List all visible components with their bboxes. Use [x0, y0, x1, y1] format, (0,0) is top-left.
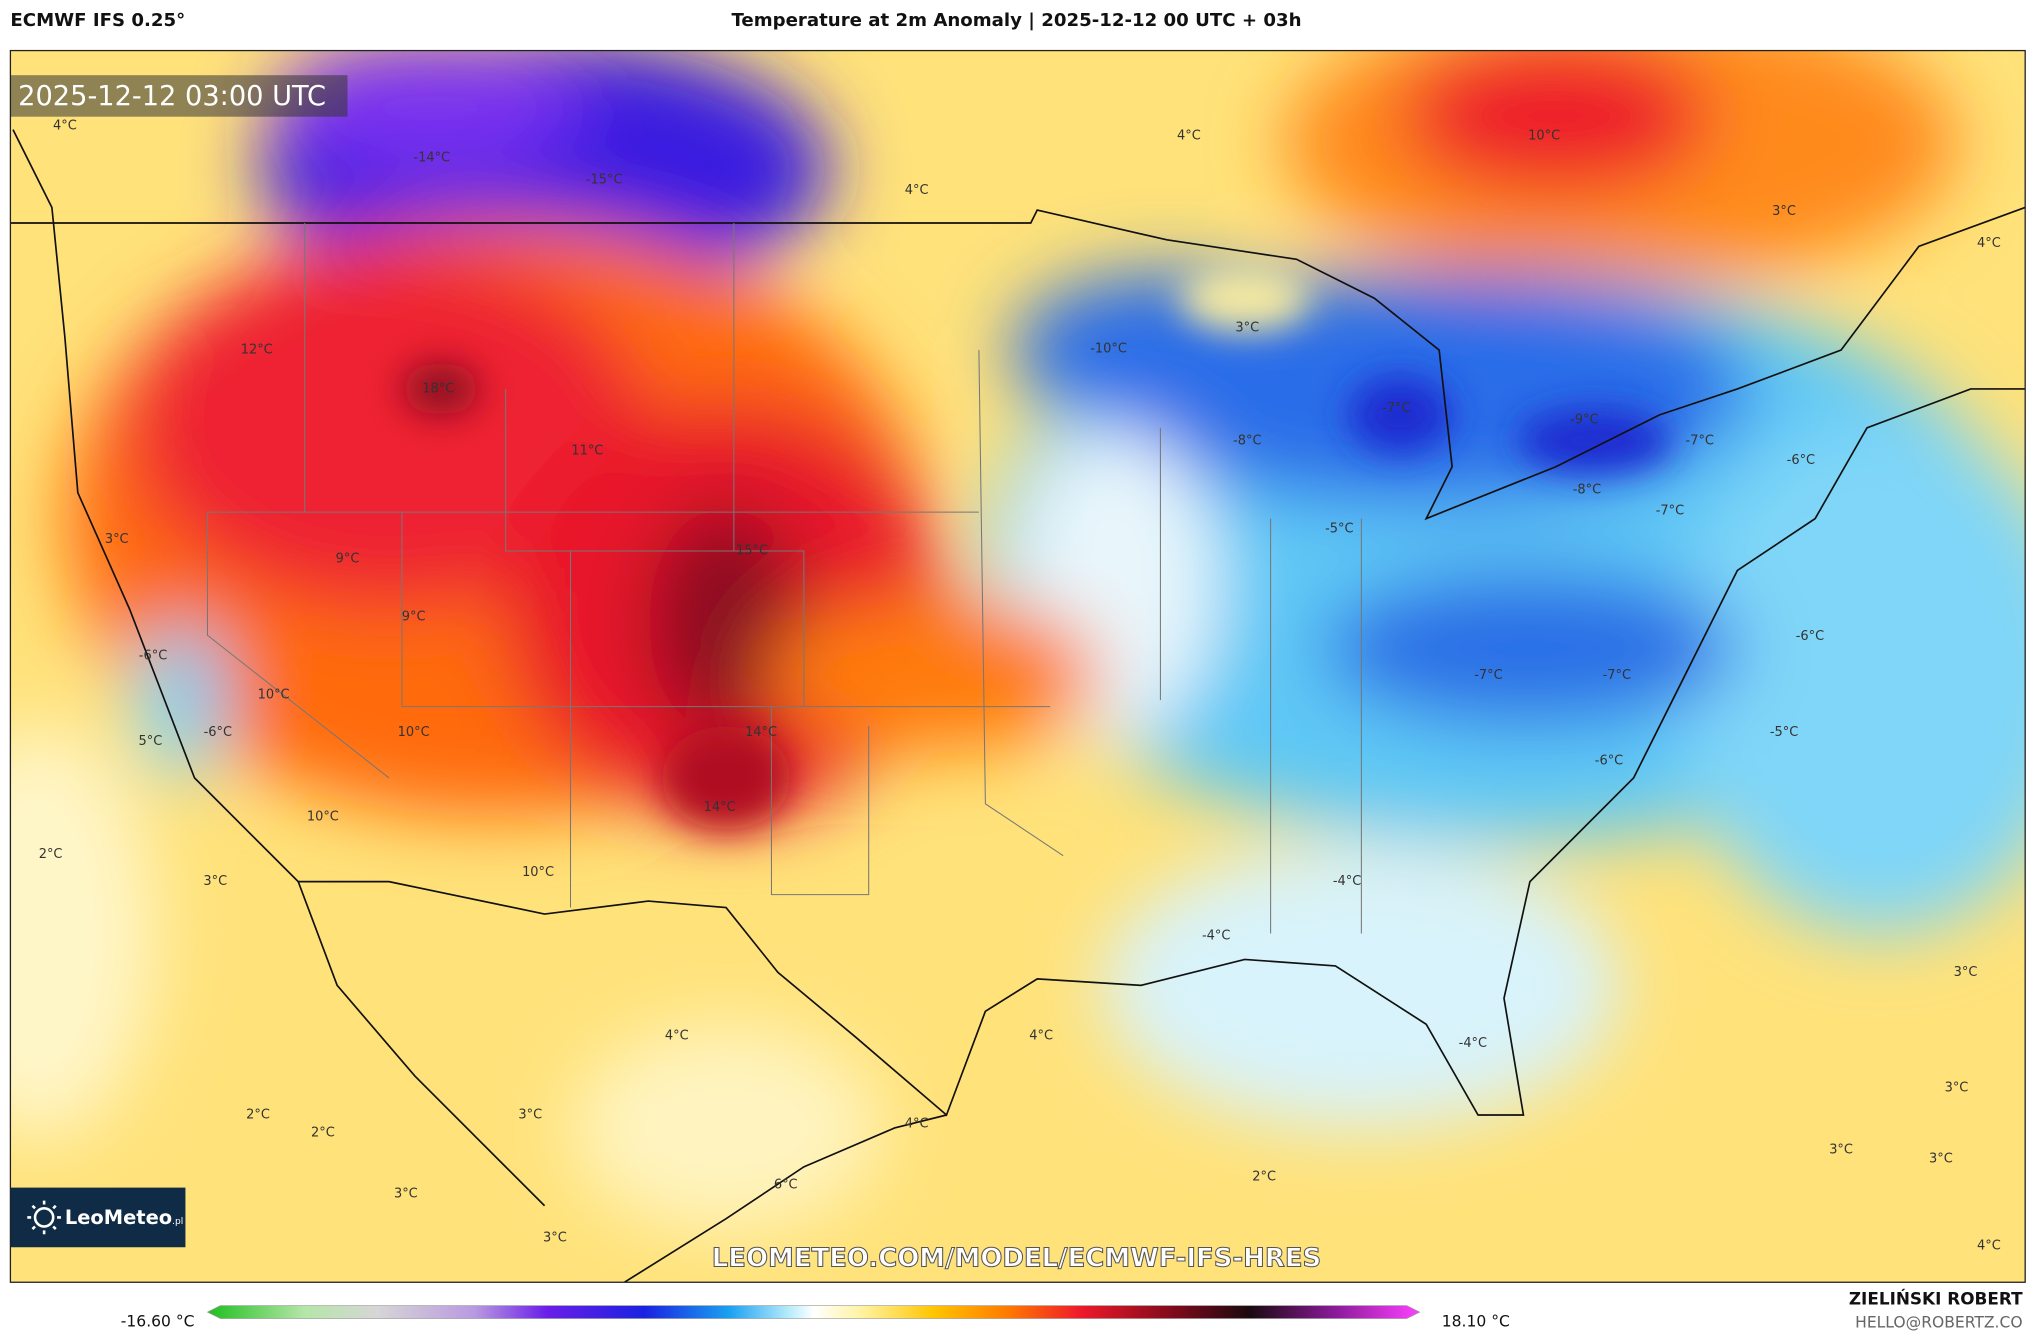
temperature-label: 4°C — [665, 1028, 689, 1043]
temperature-label: 3°C — [1945, 1080, 1969, 1095]
temperature-label: -4°C — [1459, 1036, 1487, 1051]
temperature-label: -8°C — [1573, 483, 1601, 498]
temperature-label: 4°C — [1977, 236, 2001, 251]
map-frame — [9, 49, 2026, 1283]
temperature-label: 12°C — [241, 343, 273, 358]
temperature-label: 14°C — [704, 800, 736, 815]
temperature-label: -6°C — [1595, 754, 1623, 769]
temperature-label: 4°C — [1977, 1238, 2001, 1253]
author: ZIELIŃSKI ROBERT — [1849, 1287, 2023, 1308]
map-title: Temperature at 2m Anomaly | 2025-12-12 0… — [731, 10, 1301, 31]
temperature-label: -15°C — [586, 173, 623, 188]
temperature-label: -9°C — [1570, 413, 1598, 428]
colorbar: -16.60 °C 18.10 °C — [121, 1305, 1510, 1330]
logo-icon — [27, 1200, 61, 1235]
temperature-label: 11°C — [571, 444, 603, 459]
temperature-label: 3°C — [1829, 1143, 1853, 1158]
map-labels: 4°C -14°C -15°C 4°C 4°C 10°C 3°C 4°C 12°C 18°C -10… — [39, 118, 2001, 1253]
temperature-label: -5°C — [1770, 725, 1798, 740]
temperature-label: 10°C — [307, 809, 339, 824]
temperature-label: -7°C — [1686, 433, 1714, 448]
temperature-label: 5°C — [139, 734, 163, 749]
temperature-label: 10°C — [522, 865, 554, 880]
temperature-label: 3°C — [1954, 965, 1978, 980]
temperature-label: 3°C — [1235, 321, 1259, 336]
timestamp-box — [10, 75, 348, 117]
anomaly-field — [10, 50, 2026, 1232]
temperature-label: 3°C — [1772, 204, 1796, 219]
temperature-label: 9°C — [402, 610, 426, 625]
temperature-label: 4°C — [905, 183, 929, 198]
temperature-label: -6°C — [1787, 453, 1815, 468]
borders — [10, 129, 2026, 1283]
temperature-label: 4°C — [1029, 1028, 1053, 1043]
temperature-label: -10°C — [1090, 341, 1127, 356]
anomaly-detail — [401, 265, 1673, 830]
logo-name: LeoMeteo — [65, 1206, 172, 1229]
email: HELLO@ROBERTZ.CO — [1855, 1314, 2022, 1332]
timestamp: 2025-12-12 03:00 UTC — [18, 81, 326, 112]
temperature-label: 9°C — [336, 551, 360, 566]
temperature-label: 2°C — [1252, 1170, 1276, 1185]
source-url: LEOMETEO.COM/MODEL/ECMWF-IFS-HRES — [712, 1244, 1321, 1274]
temperature-label: -7°C — [1603, 668, 1631, 683]
temperature-label: -6°C — [139, 649, 167, 664]
map: 4°C -14°C -15°C 4°C 4°C 10°C 3°C 4°C 12°C 18°C -10… — [10, 50, 2026, 1283]
temperature-label: 3°C — [105, 532, 129, 547]
temperature-label: 3°C — [394, 1187, 418, 1202]
temperature-label: -5°C — [1325, 521, 1353, 536]
temperature-label: 10°C — [1528, 129, 1560, 144]
temperature-label: -4°C — [1202, 929, 1230, 944]
logo-box — [10, 1187, 186, 1248]
colorbar-ramp — [206, 1305, 1421, 1319]
temperature-label: -7°C — [1474, 668, 1502, 683]
temperature-label: 10°C — [258, 687, 290, 702]
logo-text: LeoMeteo.pl — [65, 1206, 183, 1229]
temperature-label: 3°C — [203, 874, 227, 889]
logo-suffix: .pl — [172, 1217, 183, 1227]
temperature-label: 4°C — [905, 1117, 929, 1132]
temperature-label: 2°C — [246, 1108, 270, 1123]
temperature-label: -14°C — [413, 151, 450, 166]
temperature-label: 4°C — [1177, 129, 1201, 144]
temperature-label: 10°C — [398, 725, 430, 740]
temperature-label: 15°C — [736, 544, 768, 559]
state-lines — [206, 223, 1362, 934]
temperature-label: 6°C — [774, 1178, 798, 1193]
temperature-label: 3°C — [1929, 1152, 1953, 1167]
temperature-label: 2°C — [311, 1126, 335, 1141]
temperature-label: 14°C — [745, 725, 777, 740]
temperature-label: 2°C — [39, 847, 63, 862]
temperature-label: 3°C — [543, 1231, 567, 1246]
model-name: ECMWF IFS 0.25° — [10, 10, 185, 31]
temperature-label: 4°C — [53, 118, 77, 133]
temperature-label: 18°C — [422, 381, 454, 396]
temperature-label: -7°C — [1656, 503, 1684, 518]
temperature-label: -6°C — [204, 725, 232, 740]
temperature-label: -7°C — [1382, 401, 1410, 416]
temperature-label: -6°C — [1796, 629, 1824, 644]
colorbar-max: 18.10 °C — [1442, 1312, 1510, 1330]
temperature-label: -4°C — [1333, 874, 1361, 889]
temperature-label: -8°C — [1233, 433, 1261, 448]
colorbar-min: -16.60 °C — [121, 1312, 195, 1330]
temperature-label: 3°C — [518, 1108, 542, 1123]
